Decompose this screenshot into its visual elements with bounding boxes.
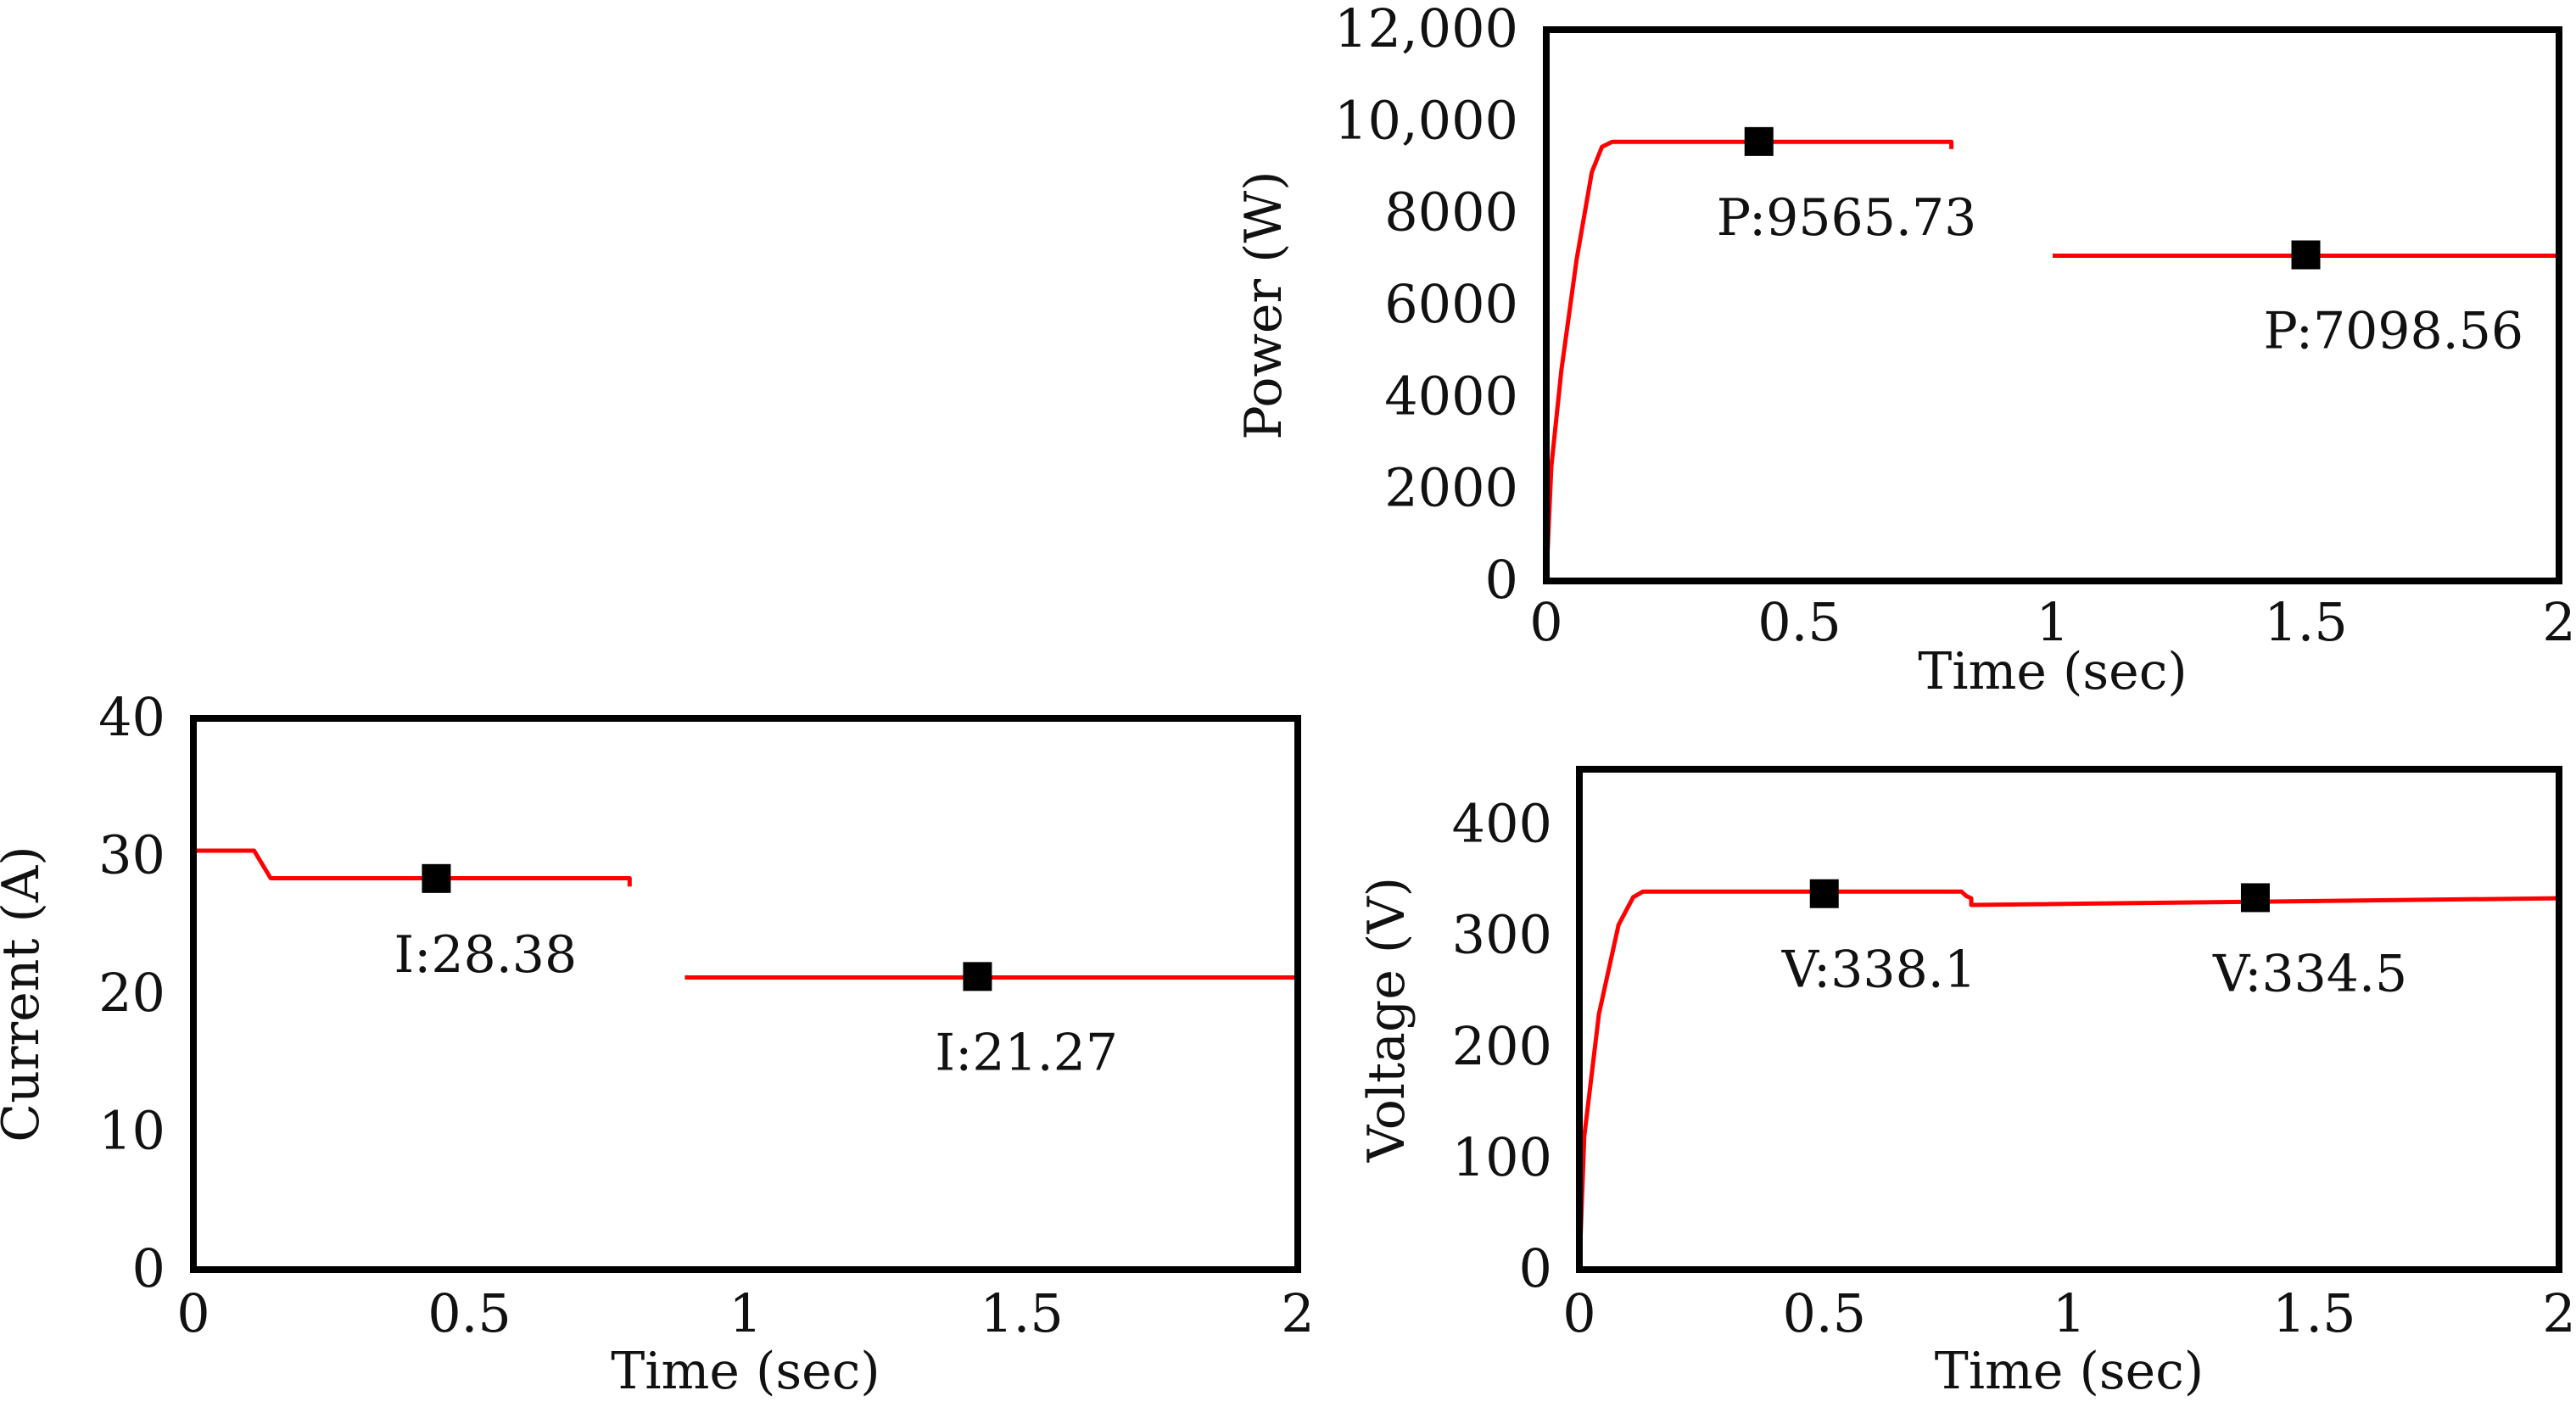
voltage-chart: 0 100 200 300 400 0 0.5 1 1.5 2 Time (sec) Voltage …: [1357, 766, 2576, 1401]
power-data-marker: [2291, 240, 2321, 270]
power-x-axis-title: Time (sec): [1918, 642, 2187, 701]
voltage-series-line-1: [1577, 889, 2560, 1270]
voltage-x-tick-label: 1.5: [2272, 1282, 2356, 1344]
power-x-tick-label: 0: [1529, 591, 1562, 653]
power-plot-frame: [1543, 26, 2562, 584]
power-y-tick-label: 6000: [1384, 273, 1518, 335]
voltage-data-marker: [1809, 879, 1839, 908]
voltage-x-tick-label: 0: [1562, 1282, 1595, 1344]
power-y-tick-label: 0: [1485, 549, 1518, 611]
current-x-tick-label: 0.5: [427, 1282, 511, 1344]
current-data-marker: [422, 863, 451, 893]
voltage-point-label: V:338.1: [1781, 941, 1976, 1000]
voltage-y-tick-label: 300: [1452, 904, 1552, 966]
voltage-x-axis-title: Time (sec): [1935, 1342, 2204, 1401]
voltage-y-tick-label: 0: [1519, 1237, 1552, 1299]
current-chart: 0 10 20 30 40 0 0.5 1 1.5 2 Time (sec) Current (A) I…: [0, 686, 1315, 1401]
voltage-point-label: V:334.5: [2212, 944, 2407, 1003]
current-y-tick-label: 10: [98, 1100, 165, 1162]
current-point-label: I:21.27: [935, 1023, 1118, 1082]
current-x-tick-label: 1.5: [980, 1282, 1064, 1344]
power-point-label: P:7098.56: [2264, 301, 2524, 360]
current-plot-frame: [190, 715, 1301, 1273]
voltage-y-tick-label: 200: [1452, 1015, 1552, 1077]
current-y-tick-label: 0: [132, 1237, 165, 1299]
current-y-tick-label: 40: [98, 686, 165, 748]
current-x-tick-label: 1: [729, 1282, 762, 1344]
current-point-label: I:28.38: [394, 925, 577, 985]
current-data-marker: [963, 962, 992, 991]
power-x-tick-label: 0.5: [1757, 591, 1841, 653]
power-point-label: P:9565.73: [1717, 188, 1977, 248]
power-chart: 0 2000 4000 6000 8000 10,000 12,000 0 0.5 1 1.5 2 Ti…: [1234, 0, 2576, 701]
current-x-tick-label: 2: [1281, 1282, 1314, 1344]
voltage-x-tick-label: 0.5: [1782, 1282, 1866, 1344]
voltage-plot-frame: [1576, 766, 2562, 1273]
power-data-marker: [1744, 126, 1774, 156]
voltage-x-tick-label: 2: [2542, 1282, 2575, 1344]
power-y-tick-label: 4000: [1384, 365, 1518, 427]
voltage-y-tick-label: 100: [1452, 1126, 1552, 1188]
current-series-line-1: [193, 848, 632, 887]
current-y-tick-label: 20: [98, 962, 165, 1024]
power-x-tick-label: 1.5: [2264, 591, 2348, 653]
power-y-tick-label: 8000: [1384, 181, 1518, 243]
power-series-line-1: [1544, 139, 1954, 582]
voltage-y-axis-title: Voltage (V): [1357, 877, 1417, 1163]
voltage-data-marker: [2240, 883, 2270, 913]
power-y-tick-label: 12,000: [1334, 0, 1518, 59]
power-y-tick-label: 10,000: [1334, 89, 1518, 151]
current-x-tick-label: 0: [176, 1282, 210, 1344]
current-x-axis-title: Time (sec): [611, 1342, 880, 1401]
voltage-x-tick-label: 1: [2053, 1282, 2086, 1344]
power-x-tick-label: 2: [2542, 591, 2575, 653]
power-y-axis-title: Power (W): [1234, 170, 1294, 439]
voltage-y-tick-label: 400: [1452, 793, 1552, 855]
current-y-tick-label: 30: [98, 824, 165, 886]
power-x-tick-label: 1: [2036, 591, 2069, 653]
power-y-tick-label: 2000: [1384, 457, 1518, 519]
current-y-axis-title: Current (A): [0, 846, 51, 1142]
